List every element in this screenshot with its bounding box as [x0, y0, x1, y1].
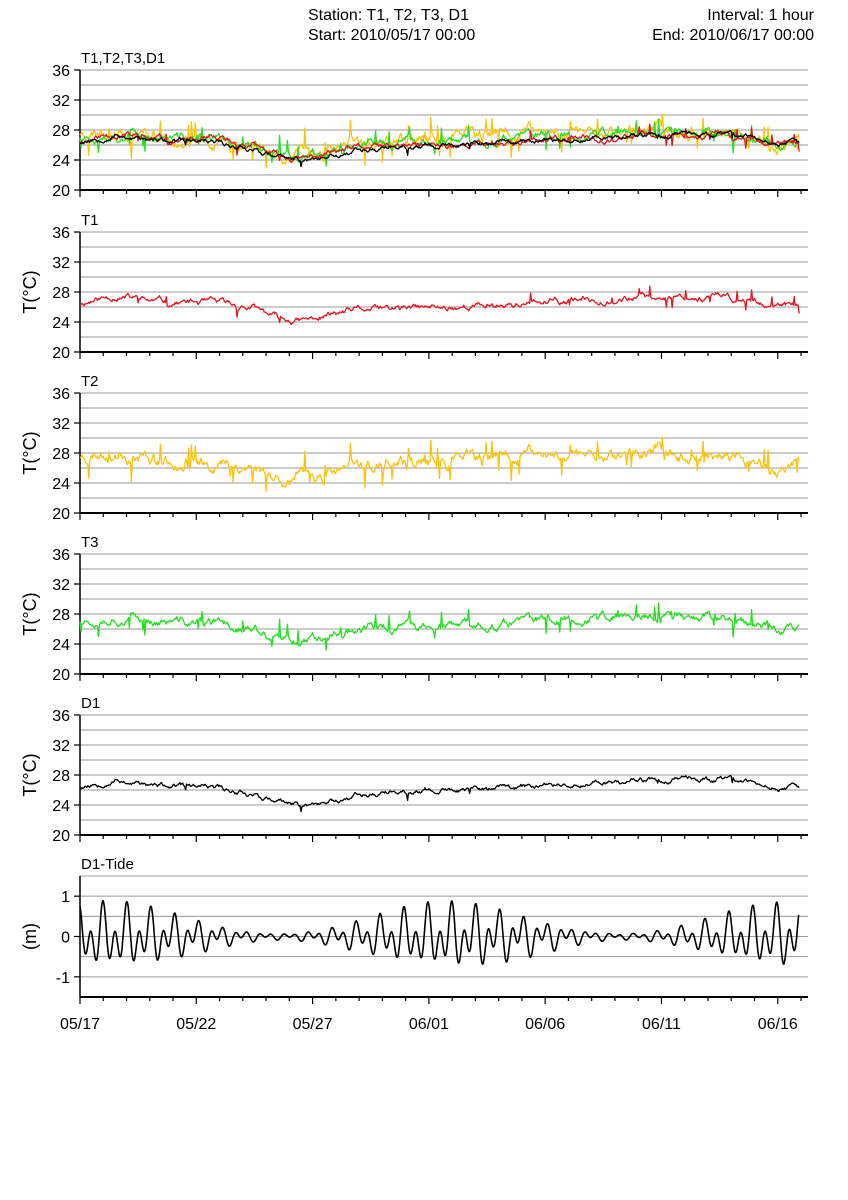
station-label: Station: T1, T2, T3, D1: [308, 7, 469, 24]
x-tick-label: 05/27: [293, 1016, 333, 1033]
header-left: Station: T1, T2, T3, D1 Start: 2010/05/1…: [308, 6, 475, 46]
y-axis-label: T(°C): [20, 753, 40, 796]
y-tick-label: 0: [61, 930, 70, 947]
y-tick-label: 20: [52, 667, 70, 684]
y-tick-label: 24: [52, 637, 70, 654]
y-tick-label: -1: [56, 970, 70, 987]
y-tick-label: 32: [52, 416, 70, 433]
y-axis-label: T(°C): [20, 270, 40, 313]
x-tick-label: 05/17: [60, 1016, 100, 1033]
series-line-T1: [79, 285, 800, 326]
panel-6: -1 0 1 D1-Tide (m): [20, 856, 808, 1004]
y-tick-label: 24: [52, 476, 70, 493]
series-line-D1: [79, 774, 800, 813]
series-line-T1: [79, 123, 800, 164]
series-line-D1: [79, 129, 800, 168]
y-axis-label: (m): [20, 923, 40, 950]
x-tick-label: 05/22: [176, 1016, 216, 1033]
y-tick-label: 24: [52, 153, 70, 170]
x-tick-label: 06/06: [525, 1016, 565, 1033]
y-tick-label: 28: [52, 446, 70, 463]
y-tick-label: 36: [52, 708, 70, 725]
y-axis-label: T(°C): [20, 431, 40, 474]
series-line-T2: [79, 436, 800, 492]
panel-title: T3: [81, 534, 99, 551]
y-tick-label: 24: [52, 315, 70, 332]
series-line-T3: [79, 602, 800, 651]
header-right: Interval: 1 hour End: 2010/06/17 00:00: [652, 6, 814, 46]
series-line-tide: [79, 899, 800, 966]
y-tick-label: 32: [52, 738, 70, 755]
x-tick-label: 06/16: [758, 1016, 798, 1033]
y-tick-label: 28: [52, 768, 70, 785]
x-tick-label: 06/11: [642, 1016, 681, 1033]
panel-3: 20 24 28 32 36 T2 T(°C): [20, 373, 808, 523]
end-label: End: 2010/06/17 00:00: [652, 27, 814, 44]
y-tick-label: 20: [52, 506, 70, 523]
panel-title: D1: [81, 695, 100, 712]
y-tick-label: 32: [52, 255, 70, 272]
y-tick-label: 28: [52, 123, 70, 140]
y-tick-label: 32: [52, 577, 70, 594]
y-axis-label: T(°C): [20, 592, 40, 635]
panel-4: 20 24 28 32 36 T3 T(°C): [20, 534, 808, 684]
panel-2: 20 24 28 32 36 T1 T(°C): [20, 212, 808, 362]
y-tick-label: 28: [52, 607, 70, 624]
y-tick-label: 1: [61, 889, 70, 906]
panel-title: D1-Tide: [81, 856, 134, 873]
start-label: Start: 2010/05/17 00:00: [308, 27, 476, 44]
x-tick-label: 06/01: [409, 1016, 449, 1033]
panel-title: T2: [81, 373, 99, 390]
y-tick-label: 36: [52, 547, 70, 564]
y-tick-label: 24: [52, 798, 70, 815]
panel-title: T1: [81, 212, 99, 229]
series-line-T3: [79, 118, 800, 167]
panel-5: 20 24 28 32 36 D1 T(°C): [20, 695, 808, 845]
y-tick-label: 28: [52, 285, 70, 302]
panel-title: T1,T2,T3,D1: [81, 50, 165, 67]
y-tick-label: 20: [52, 828, 70, 845]
y-tick-label: 32: [52, 93, 70, 110]
panel-1: 20 24 28 32 36 T1,T2,T3,D1: [52, 50, 808, 200]
y-tick-label: 36: [52, 63, 70, 80]
y-tick-label: 36: [52, 386, 70, 403]
y-tick-label: 36: [52, 225, 70, 242]
y-tick-label: 20: [52, 183, 70, 200]
interval-label: Interval: 1 hour: [707, 7, 814, 24]
y-tick-label: 20: [52, 345, 70, 362]
